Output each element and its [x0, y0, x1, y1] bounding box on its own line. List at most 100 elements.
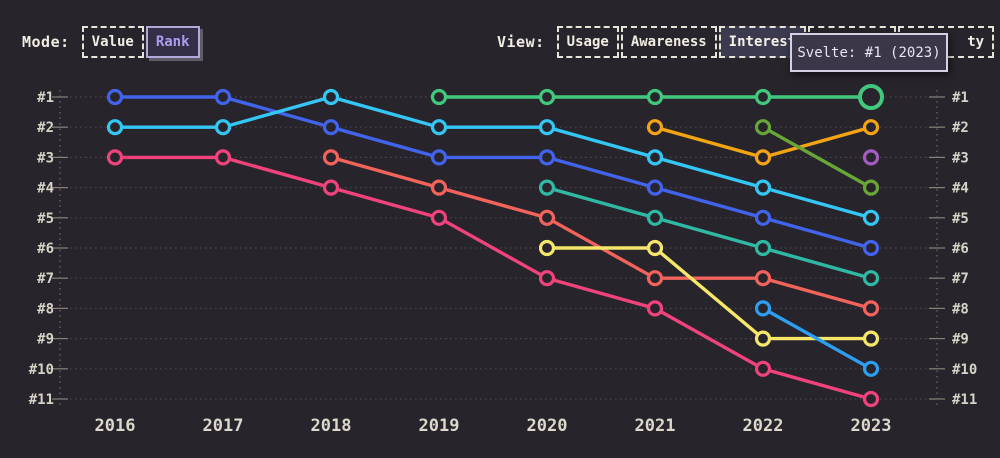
point-salmon-2020[interactable]: [538, 209, 556, 226]
rank-label-right: #10: [952, 362, 977, 378]
rank-label-left: #5: [37, 211, 54, 227]
point-blue-2019[interactable]: [430, 149, 448, 166]
mode-tabs: Value Rank: [81, 26, 202, 58]
rank-label-left: #7: [37, 271, 54, 287]
point-sky-2022[interactable]: [754, 300, 772, 317]
point-cyan-2017[interactable]: [214, 119, 232, 136]
tooltip-text: Svelte: #1 (2023): [797, 44, 941, 61]
rank-label-left: #3: [37, 150, 54, 166]
rank-label-left: #9: [37, 332, 54, 348]
point-amber-2022[interactable]: [754, 149, 772, 166]
point-yellow-2022[interactable]: [754, 330, 772, 347]
rank-label-right: #6: [952, 241, 969, 257]
point-sky-2023[interactable]: [862, 360, 880, 377]
line-salmon: [329, 155, 873, 311]
rank-label-right: #2: [952, 120, 969, 136]
rank-label-right: #9: [952, 332, 969, 348]
year-label: 2022: [743, 416, 784, 436]
point-blue-2023[interactable]: [862, 239, 880, 257]
point-amber-2023[interactable]: [862, 119, 880, 136]
point-olive-2023[interactable]: [862, 179, 880, 196]
point-pink-2022[interactable]: [754, 360, 772, 377]
point-blue-2017[interactable]: [214, 88, 232, 106]
rank-label-right: #11: [952, 392, 977, 408]
mode-tab-value[interactable]: Value: [81, 26, 144, 58]
view-tab-usage[interactable]: Usage: [556, 26, 619, 58]
point-cyan-2020[interactable]: [538, 119, 556, 136]
point-blue-2020[interactable]: [538, 149, 556, 166]
point-pink-2020[interactable]: [538, 270, 556, 287]
point-cyan-2023[interactable]: [862, 209, 880, 226]
line-cyan: [113, 95, 873, 220]
point-pink-2016[interactable]: [106, 149, 124, 166]
rank-label-left: #1: [37, 90, 54, 106]
point-pink-2023[interactable]: [862, 390, 880, 408]
rank-label-left: #6: [37, 241, 54, 257]
rank-label-right: #8: [952, 301, 969, 317]
point-teal-2020[interactable]: [538, 179, 556, 196]
rank-label-left: #10: [29, 362, 54, 378]
line-olive: [761, 125, 873, 190]
point-blue-2022[interactable]: [754, 209, 772, 226]
point-svelte-2021[interactable]: [646, 88, 664, 106]
point-olive-2022[interactable]: [754, 119, 772, 136]
point-cyan-2022[interactable]: [754, 179, 772, 196]
year-label: 2021: [635, 416, 676, 436]
view-switcher: View: Usage Awareness Interest ty: [497, 26, 996, 58]
point-yellow-2023[interactable]: [862, 330, 880, 347]
line-pink: [113, 155, 873, 401]
rank-label-right: #3: [952, 150, 969, 166]
point-pink-2017[interactable]: [214, 149, 232, 166]
point-teal-2021[interactable]: [646, 209, 664, 226]
rank-label-left: #4: [37, 181, 54, 197]
point-svelte-2020[interactable]: [538, 88, 556, 106]
rank-label-right: #5: [952, 211, 969, 227]
rank-label-right: #4: [952, 181, 969, 197]
rank-label-left: #2: [37, 120, 54, 136]
point-cyan-2016[interactable]: [106, 119, 124, 136]
point-amber-2021[interactable]: [646, 119, 664, 136]
point-svelte-2022[interactable]: [754, 88, 772, 106]
year-label: 2017: [203, 416, 244, 436]
point-salmon-2022[interactable]: [754, 270, 772, 287]
year-label: 2018: [311, 416, 352, 436]
point-svelte-2023[interactable]: [858, 84, 884, 110]
year-label: 2023: [851, 416, 892, 436]
mode-label: Mode:: [22, 33, 70, 51]
rank-label-left: #11: [29, 392, 54, 408]
line-sky: [761, 306, 873, 371]
point-svelte-2019[interactable]: [430, 88, 448, 106]
point-pink-2021[interactable]: [646, 300, 664, 317]
point-cyan-2021[interactable]: [646, 149, 664, 166]
point-salmon-2021[interactable]: [646, 270, 664, 287]
point-pink-2018[interactable]: [322, 179, 340, 196]
point-salmon-2018[interactable]: [322, 149, 340, 166]
rank-label-right: #7: [952, 271, 969, 287]
point-yellow-2021[interactable]: [646, 239, 664, 257]
line-teal: [545, 185, 873, 280]
point-salmon-2023[interactable]: [862, 300, 880, 317]
point-teal-2022[interactable]: [754, 239, 772, 257]
mode-switcher: Mode: Value Rank: [22, 26, 202, 58]
rank-label-left: #8: [37, 301, 54, 317]
view-label: View:: [497, 33, 545, 51]
view-tabs: Usage Awareness Interest ty: [556, 26, 996, 58]
point-blue-2016[interactable]: [106, 88, 124, 106]
point-cyan-2019[interactable]: [430, 119, 448, 136]
point-purple-2023[interactable]: [862, 149, 880, 166]
point-yellow-2020[interactable]: [538, 239, 556, 257]
year-label: 2020: [527, 416, 568, 436]
point-cyan-2018[interactable]: [322, 88, 340, 106]
year-label: 2019: [419, 416, 460, 436]
rank-label-right: #1: [952, 90, 969, 106]
year-label: 2016: [95, 416, 136, 436]
mode-tab-rank[interactable]: Rank: [145, 26, 200, 58]
point-pink-2019[interactable]: [430, 209, 448, 226]
point-blue-2018[interactable]: [322, 119, 340, 136]
point-teal-2023[interactable]: [862, 270, 880, 287]
point-salmon-2019[interactable]: [430, 179, 448, 196]
view-tab-awareness[interactable]: Awareness: [620, 26, 717, 58]
point-blue-2021[interactable]: [646, 179, 664, 196]
